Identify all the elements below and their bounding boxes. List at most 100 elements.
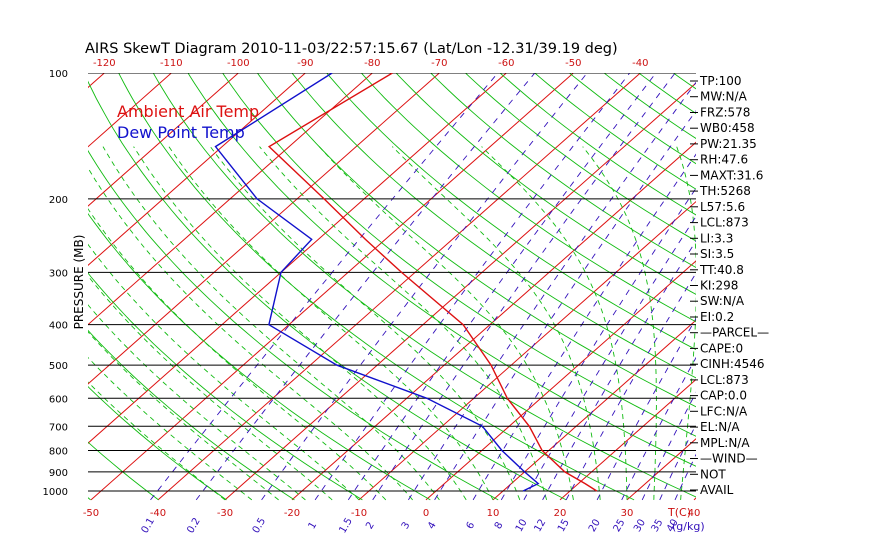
isotherm-line	[358, 200, 696, 501]
mixing-ratio-tick-label: 8	[493, 520, 506, 531]
stability-index-item: SW:N/A	[700, 294, 745, 308]
legend: Ambient Air Temp Dew Point Temp	[117, 102, 259, 142]
mixing-ratio-line	[261, 73, 588, 501]
plot-area	[88, 73, 696, 501]
top-tick-label: -120	[93, 58, 116, 69]
stability-index-item: AVAIL	[700, 483, 734, 497]
mixing-ratio-line	[434, 110, 696, 501]
dry-adiabat-line	[430, 73, 696, 269]
stability-index-item: PW:21.35	[700, 137, 757, 151]
mixing-ratio-tick-label: 2	[364, 520, 377, 531]
top-tick-label: -40	[632, 58, 648, 69]
legend-ambient-air-temp: Ambient Air Temp	[117, 102, 259, 121]
stability-index-item: LI:3.3	[700, 231, 733, 245]
stability-index-item: NOT	[700, 467, 726, 481]
pressure-tick-label: 400	[49, 321, 68, 332]
isotherm-line	[492, 319, 696, 501]
mixing-ratio-tick-label: 3	[400, 520, 413, 531]
isotherm-line	[88, 73, 307, 267]
stability-index-item: CINH:4546	[700, 357, 765, 371]
dry-adiabat-line	[187, 73, 696, 467]
mixing-ratio-tick-label: 6	[465, 520, 478, 531]
dry-adiabat-line	[88, 272, 363, 501]
pressure-tick-labels: 100 200 300 400 500 600 700 800 900 1000	[43, 69, 68, 498]
dry-adiabat-line	[291, 73, 696, 379]
bottom-tick-label: -30	[217, 508, 233, 519]
mixing-ratio-axis-label: (g/kg)	[672, 520, 705, 533]
dry-adiabat-line	[499, 73, 696, 216]
bottom-tick-label: -10	[351, 508, 367, 519]
pressure-tick-label: 300	[49, 268, 68, 279]
isobar-lines	[88, 73, 696, 492]
stability-index-item: —PARCEL—	[700, 326, 769, 340]
stability-index-item: MAXT:31.6	[700, 168, 763, 182]
stability-index-item: MPL:N/A	[700, 436, 750, 450]
isotherm-line	[88, 73, 173, 148]
series-line-ambient-air-temp	[267, 73, 598, 492]
plot-clip-group	[88, 73, 696, 501]
pressure-tick-label: 500	[49, 361, 68, 372]
dry-adiabat-line	[326, 73, 696, 351]
top-tick-label: -110	[160, 58, 183, 69]
mixing-ratio-line	[150, 73, 499, 501]
dry-adiabat-line	[222, 73, 696, 437]
bottom-tick-label: -40	[150, 508, 166, 519]
stability-index-item: WB0:458	[700, 121, 755, 135]
isotherm-lines	[88, 73, 696, 501]
stability-index-item: TH:5268	[699, 184, 751, 198]
dry-adiabat-line	[603, 73, 696, 140]
dry-adiabat-line	[88, 149, 499, 501]
bottom-tick-label: 10	[487, 508, 500, 519]
isotherm-line	[224, 82, 696, 501]
dry-adiabat-line	[568, 73, 696, 165]
dry-adiabat-line	[88, 80, 567, 501]
moist-adiabat-line	[88, 331, 279, 501]
isotherm-line	[291, 141, 696, 501]
dry-adiabat-line	[88, 385, 227, 501]
stability-index-item: MW:N/A	[700, 90, 748, 104]
stability-index-item: CAP:0.0	[700, 389, 747, 403]
stability-index-item: LFC:N/A	[700, 404, 748, 418]
pressure-tick-label: 600	[49, 394, 68, 405]
dry-adiabat-line	[152, 73, 696, 498]
stability-index-item: TT:40.8	[699, 263, 744, 277]
isotherm-line	[90, 73, 575, 501]
mixing-ratio-line	[314, 73, 631, 501]
isotherm-line	[88, 73, 508, 444]
top-tick-label: -50	[565, 58, 581, 69]
dry-adiabat-line	[88, 212, 431, 501]
isotherm-line	[88, 73, 441, 385]
stability-index-item: EL:N/A	[700, 420, 740, 434]
mixing-ratio-line	[372, 73, 676, 501]
bottom-tick-labels: -50 -40 -30 -20 -10 0 10 20 30 40	[83, 508, 701, 519]
top-tick-label: -90	[297, 58, 313, 69]
series-line-dew-point-temp	[214, 73, 540, 492]
bottom-tick-label: 20	[554, 508, 567, 519]
bottom-tick-label: -20	[284, 508, 300, 519]
isotherm-line	[88, 73, 374, 326]
mixing-ratio-lines	[150, 73, 696, 501]
stability-index-item: TP:100	[699, 74, 742, 88]
top-tick-label: -100	[227, 58, 250, 69]
legend-dew-point-temp: Dew Point Temp	[117, 123, 245, 142]
pressure-tick-label: 700	[49, 422, 68, 433]
mixing-ratio-line	[565, 272, 696, 501]
mixing-ratio-tick-label: 4	[426, 520, 439, 531]
stability-index-item: FRZ:578	[700, 106, 750, 120]
stability-index-item: RH:47.6	[700, 153, 748, 167]
dry-adiabat-line	[88, 329, 295, 501]
mixing-ratio-line	[195, 73, 536, 501]
bottom-tick-label: 40	[688, 508, 701, 519]
dry-adiabat-line	[256, 73, 696, 408]
mixing-ratio-line	[347, 73, 657, 501]
isotherm-line	[88, 73, 240, 207]
stability-index-item: LCL:873	[700, 373, 749, 387]
chart-title: AIRS SkewT Diagram 2010-11-03/22:57:15.6…	[85, 41, 618, 57]
pressure-tick-label: 100	[49, 69, 68, 80]
isotherm-line	[157, 73, 642, 501]
top-tick-label: -70	[431, 58, 447, 69]
pressure-tick-label: 200	[49, 195, 68, 206]
top-tick-label: -80	[364, 58, 380, 69]
stability-index-item: KI:298	[700, 279, 738, 293]
